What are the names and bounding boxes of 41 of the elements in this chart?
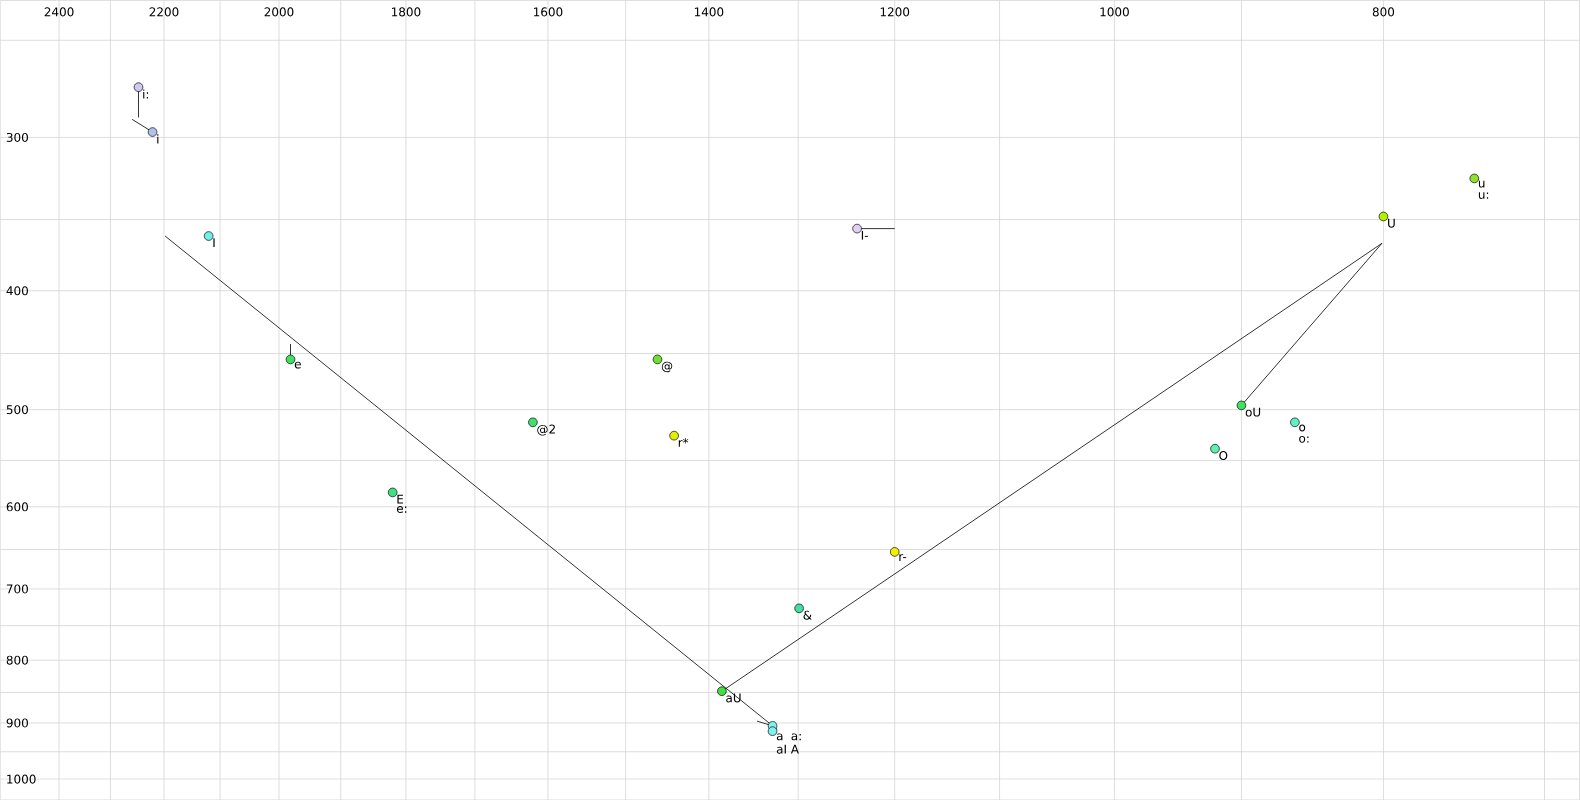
annotation: a: bbox=[791, 733, 801, 741]
annotation: A bbox=[790, 744, 799, 754]
annotation: r- bbox=[899, 554, 907, 561]
y-tick-label: 1000 bbox=[7, 774, 36, 784]
x-tick-label: 1400 bbox=[694, 7, 724, 17]
x-tick-label: 800 bbox=[1372, 7, 1395, 17]
y-tick-label: 400 bbox=[6, 286, 28, 296]
annotation: u: bbox=[1478, 191, 1489, 199]
annotation: aI bbox=[776, 744, 786, 754]
annotation: i: bbox=[143, 89, 149, 99]
x-tick-label: 2400 bbox=[44, 7, 74, 17]
annotation: r* bbox=[678, 437, 689, 447]
annotation: o: bbox=[1299, 435, 1309, 443]
y-tick-label: 300 bbox=[6, 132, 28, 142]
annotation: e: bbox=[396, 505, 407, 513]
annotation: @ bbox=[661, 361, 673, 373]
annotation: oU bbox=[1245, 407, 1261, 417]
annotation: I- bbox=[861, 230, 868, 240]
annotation: o bbox=[1299, 424, 1306, 432]
annotation: i bbox=[157, 134, 159, 144]
annotation: a bbox=[776, 733, 783, 741]
annotation: I bbox=[213, 238, 215, 247]
y-tick-label: 800 bbox=[6, 655, 28, 665]
y-tick-label: 500 bbox=[6, 404, 28, 415]
annotation: & bbox=[803, 610, 812, 620]
annotation: aU bbox=[726, 693, 741, 703]
y-tick-label: 600 bbox=[6, 502, 28, 512]
x-tick-label: 1000 bbox=[1100, 7, 1129, 17]
x-tick-label: 1600 bbox=[533, 7, 563, 17]
x-tick-label: 2000 bbox=[264, 7, 294, 17]
annotation: @2 bbox=[537, 424, 555, 436]
annotation: E bbox=[397, 494, 404, 504]
y-tick-label: 900 bbox=[6, 718, 28, 728]
x-tick-label: 1800 bbox=[391, 7, 421, 17]
annotation: u bbox=[1478, 180, 1485, 188]
x-tick-label: 1200 bbox=[880, 7, 910, 17]
y-tick-label: 700 bbox=[6, 584, 28, 594]
annotation: O bbox=[1219, 450, 1228, 460]
annotation: U bbox=[1388, 218, 1395, 228]
x-tick-label: 2200 bbox=[149, 7, 179, 17]
annotation: e bbox=[294, 361, 301, 369]
